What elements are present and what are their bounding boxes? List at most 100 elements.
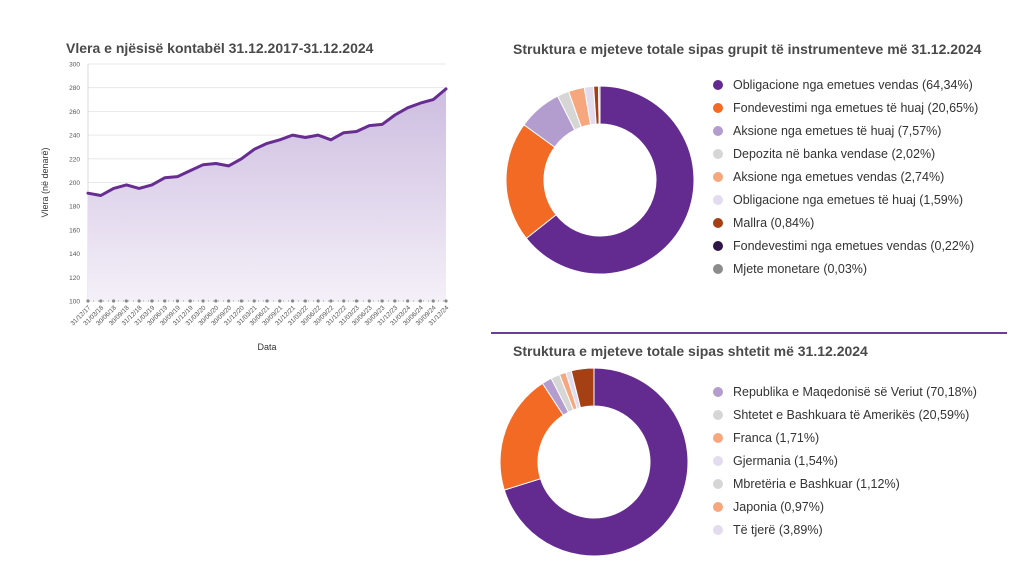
y-tick-label: 140 xyxy=(69,251,80,258)
y-tick-label: 160 xyxy=(69,227,80,234)
legend-label: Gjermania (1,54%) xyxy=(733,453,838,468)
x-tick-mark xyxy=(265,299,269,303)
country-legend-item: Japonia (0,97%) xyxy=(713,495,977,518)
instrument-legend-item: Fondevestimi nga emetues vendas (0,22%) xyxy=(713,234,978,257)
legend-dot-icon xyxy=(713,171,723,182)
country-legend: Republika e Maqedonisë së Veriut (70,18%… xyxy=(713,380,977,541)
line-chart-title: Vlera e njësisë kontabël 31.12.2017-31.1… xyxy=(66,40,374,56)
x-tick-mark xyxy=(239,299,244,303)
legend-dot-icon xyxy=(713,240,723,251)
instrument-legend-item: Mjete monetare (0,03%) xyxy=(713,257,978,280)
x-tick-mark xyxy=(252,299,256,303)
legend-dot-icon xyxy=(713,194,723,205)
legend-label: Fondevestimi nga emetues të huaj (20,65%… xyxy=(733,100,979,115)
legend-label: Shtetet e Bashkuara të Amerikës (20,59%) xyxy=(733,407,970,422)
x-tick-mark xyxy=(150,299,154,303)
instrument-legend-item: Mallra (0,84%) xyxy=(713,211,978,234)
x-tick-mark xyxy=(175,299,180,303)
y-tick-label: 220 xyxy=(69,156,80,163)
legend-label: Republika e Maqedonisë së Veriut (70,18%… xyxy=(733,384,977,399)
country-legend-item: Shtetet e Bashkuara të Amerikës (20,59%) xyxy=(713,403,977,426)
x-tick-mark xyxy=(354,299,359,303)
legend-label: Të tjerë (3,89%) xyxy=(733,522,823,537)
y-tick-label: 180 xyxy=(69,204,80,211)
instrument-donut-chart xyxy=(505,85,695,275)
series-line xyxy=(86,87,448,197)
x-tick-mark xyxy=(329,299,333,303)
country-legend-item: Të tjerë (3,89%) xyxy=(713,518,977,541)
legend-dot-icon xyxy=(713,501,723,512)
instrument-donut-title: Struktura e mjeteve totale sipas grupit … xyxy=(513,41,982,57)
x-tick-mark xyxy=(367,299,371,303)
instrument-legend-item: Aksione nga emetues të huaj (7,57%) xyxy=(713,119,978,142)
country-donut-title: Struktura e mjeteve totale sipas shtetit… xyxy=(513,343,868,359)
instrument-legend-item: Aksione nga emetues vendas (2,74%) xyxy=(713,165,978,188)
legend-dot-icon xyxy=(713,102,723,113)
x-tick-mark xyxy=(163,299,167,303)
x-tick-mark xyxy=(316,299,320,303)
legend-label: Fondevestimi nga emetues vendas (0,22%) xyxy=(733,238,975,253)
x-tick-mark xyxy=(86,299,90,303)
legend-dot-icon xyxy=(713,478,723,489)
legend-label: Depozita në banka vendase (2,02%) xyxy=(733,146,936,161)
x-tick-mark xyxy=(137,299,141,303)
legend-label: Mjete monetare (0,03%) xyxy=(733,261,868,276)
x-tick-mark xyxy=(431,299,435,303)
area-fill xyxy=(88,88,446,302)
country-slice-7 xyxy=(570,367,595,409)
x-tick-mark xyxy=(342,299,346,303)
x-tick-mark xyxy=(278,299,282,303)
line-chart: 10012014016018020022024026028030031/12/1… xyxy=(40,62,451,353)
y-tick-label: 120 xyxy=(69,275,80,282)
x-tick-mark xyxy=(406,299,410,303)
y-tick-label: 260 xyxy=(69,109,80,116)
y-tick-label: 200 xyxy=(69,180,80,187)
legend-dot-icon xyxy=(713,148,723,159)
section-divider xyxy=(491,332,1007,334)
legend-label: Mallra (0,84%) xyxy=(733,215,815,230)
x-tick-mark xyxy=(227,299,231,303)
legend-dot-icon xyxy=(713,432,723,443)
legend-label: Obligacione nga emetues të huaj (1,59%) xyxy=(733,192,964,207)
x-axis-title: Data xyxy=(257,342,276,352)
x-tick-mark xyxy=(214,299,218,303)
legend-dot-icon xyxy=(713,79,723,90)
x-tick-mark xyxy=(188,299,192,303)
y-axis-title: Vlera (në denarë) xyxy=(40,147,50,217)
country-donut-chart xyxy=(499,367,689,557)
legend-label: Mbretëria e Bashkuar (1,12%) xyxy=(733,476,900,491)
country-legend-item: Gjermania (1,54%) xyxy=(713,449,977,472)
instrument-slice-1 xyxy=(525,85,695,275)
legend-dot-icon xyxy=(713,263,723,274)
country-legend-item: Franca (1,71%) xyxy=(713,426,977,449)
instrument-legend-item: Obligacione nga emetues të huaj (1,59%) xyxy=(713,188,978,211)
country-slice-1 xyxy=(503,367,689,557)
y-tick-label: 240 xyxy=(69,133,80,140)
x-tick-mark xyxy=(444,299,448,303)
x-tick-mark xyxy=(290,299,295,303)
legend-label: Aksione nga emetues vendas (2,74%) xyxy=(733,169,945,184)
y-tick-label: 300 xyxy=(69,62,80,69)
y-tick-label: 280 xyxy=(69,85,80,92)
legend-dot-icon xyxy=(713,125,723,136)
legend-dot-icon xyxy=(713,217,723,228)
instrument-legend-item: Fondevestimi nga emetues të huaj (20,65%… xyxy=(713,96,978,119)
legend-dot-icon xyxy=(713,455,723,466)
instrument-legend-item: Depozita në banka vendase (2,02%) xyxy=(713,142,978,165)
instrument-legend: Obligacione nga emetues vendas (64,34%) F… xyxy=(713,73,978,280)
x-tick-mark xyxy=(393,299,397,303)
legend-dot-icon xyxy=(713,386,723,397)
legend-label: Aksione nga emetues të huaj (7,57%) xyxy=(733,123,942,138)
x-tick-mark xyxy=(418,299,423,303)
x-tick-mark xyxy=(380,299,384,303)
x-tick-mark xyxy=(201,299,205,303)
y-tick-label: 100 xyxy=(69,299,80,306)
x-tick-mark xyxy=(124,299,128,303)
legend-label: Obligacione nga emetues vendas (64,34%) xyxy=(733,77,973,92)
country-legend-item: Republika e Maqedonisë së Veriut (70,18%… xyxy=(713,380,977,403)
legend-dot-icon xyxy=(713,409,723,420)
legend-dot-icon xyxy=(713,524,723,535)
instrument-legend-item: Obligacione nga emetues vendas (64,34%) xyxy=(713,73,978,96)
country-legend-item: Mbretëria e Bashkuar (1,12%) xyxy=(713,472,977,495)
x-tick-mark xyxy=(99,299,103,303)
